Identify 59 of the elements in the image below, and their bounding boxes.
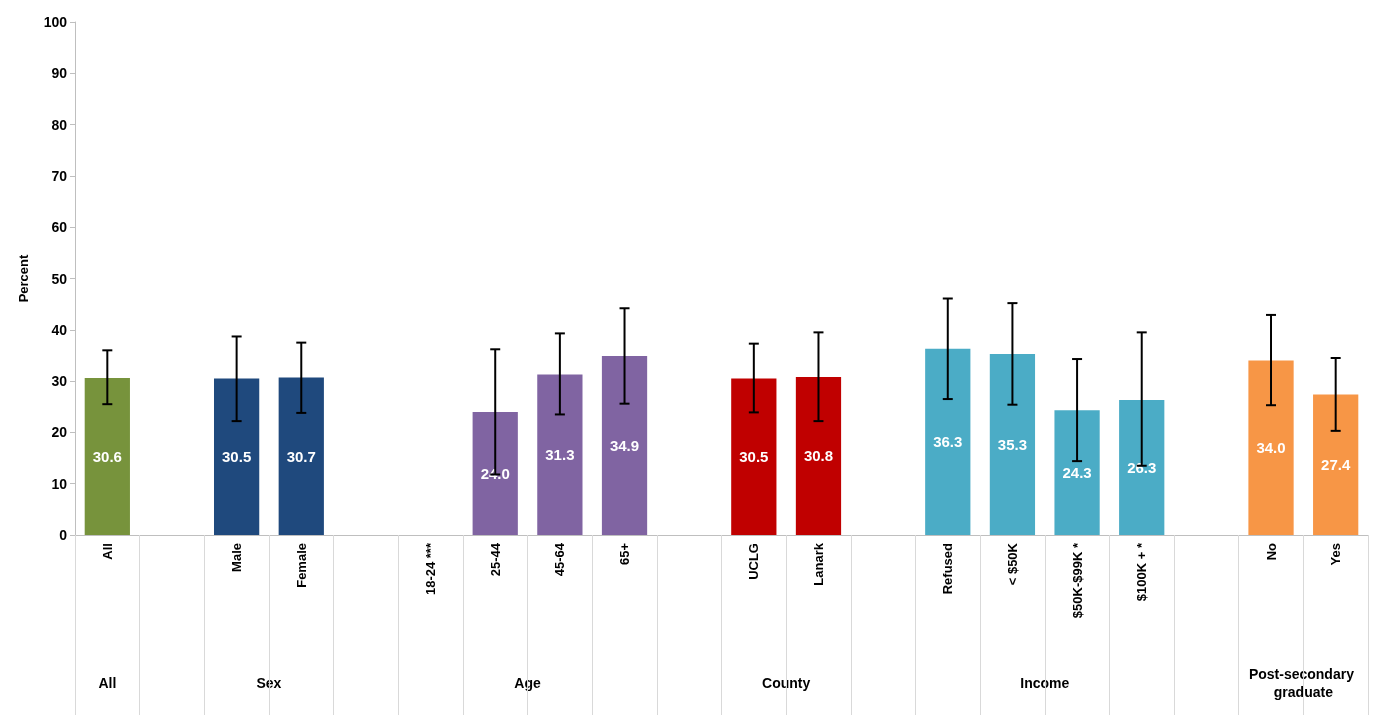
bar bbox=[925, 348, 971, 535]
bar bbox=[1054, 410, 1100, 535]
x-tick-label: UCLG bbox=[746, 543, 762, 580]
y-tick-label: 70 bbox=[51, 167, 68, 184]
data-label: 34.0 bbox=[1256, 439, 1286, 457]
data-label: 30.7 bbox=[286, 447, 316, 465]
bar bbox=[795, 377, 842, 535]
data-label: 30.6 bbox=[92, 448, 122, 466]
x-tick-label: 45-64 bbox=[552, 542, 568, 577]
bar bbox=[214, 378, 260, 535]
y-tick-label: 90 bbox=[51, 65, 68, 82]
text: All bbox=[98, 675, 117, 691]
bar bbox=[601, 355, 648, 535]
x-tick-label: No bbox=[1263, 542, 1279, 561]
bar bbox=[1313, 394, 1359, 535]
y-tick-label: 60 bbox=[51, 219, 68, 236]
data-label: 34.9 bbox=[609, 436, 640, 454]
x-tick-label: Yes bbox=[1328, 543, 1344, 566]
x-tick-label: 25-44 bbox=[487, 542, 503, 577]
data-label: 26.3 bbox=[1127, 459, 1157, 477]
y-tick-label: 50 bbox=[51, 270, 68, 287]
y-axis-title: Percent bbox=[16, 253, 31, 303]
y-tick-label: 40 bbox=[51, 321, 68, 338]
text: Post-secondary graduate bbox=[1248, 666, 1358, 700]
x-tick-label: 18-24 *** bbox=[423, 542, 439, 596]
x-tick-label: $100K + * bbox=[1134, 542, 1150, 602]
x-tick-label: $50K-$99K * bbox=[1069, 542, 1085, 619]
y-tick-label: 30 bbox=[51, 373, 68, 390]
bar bbox=[278, 377, 324, 535]
x-tick-label: Male bbox=[229, 543, 245, 572]
text: Sex bbox=[256, 675, 282, 691]
data-label: 30.8 bbox=[803, 447, 834, 465]
data-label: 30.5 bbox=[739, 448, 769, 466]
x-tick-label: < $50K bbox=[1004, 542, 1020, 586]
bar bbox=[731, 378, 777, 535]
bar bbox=[1119, 400, 1165, 535]
x-tick-label: Lanark bbox=[810, 542, 826, 586]
y-tick-label: 80 bbox=[51, 116, 68, 133]
x-tick-label: All bbox=[99, 543, 115, 560]
data-label: 36.3 bbox=[933, 433, 963, 451]
y-tick-label: 0 bbox=[59, 527, 68, 543]
bar bbox=[537, 374, 583, 535]
text: Income bbox=[1020, 675, 1070, 691]
data-label: 35.3 bbox=[997, 435, 1028, 453]
y-tick-label: 100 bbox=[43, 14, 68, 30]
bar bbox=[472, 411, 518, 535]
y-tick-label: 10 bbox=[51, 475, 68, 492]
bar bbox=[1248, 360, 1294, 535]
bar bbox=[84, 378, 130, 535]
x-tick-label: Female bbox=[293, 543, 309, 588]
bar bbox=[989, 353, 1036, 535]
y-tick-label: 20 bbox=[51, 424, 68, 441]
x-tick-label: 65+ bbox=[617, 542, 633, 566]
data-label: 27.4 bbox=[1321, 456, 1351, 474]
data-label: 24.3 bbox=[1062, 464, 1092, 482]
text: County bbox=[762, 675, 811, 691]
data-label: 30.5 bbox=[222, 448, 252, 466]
data-label: 31.3 bbox=[545, 446, 575, 464]
x-tick-label: Refused bbox=[940, 542, 956, 595]
